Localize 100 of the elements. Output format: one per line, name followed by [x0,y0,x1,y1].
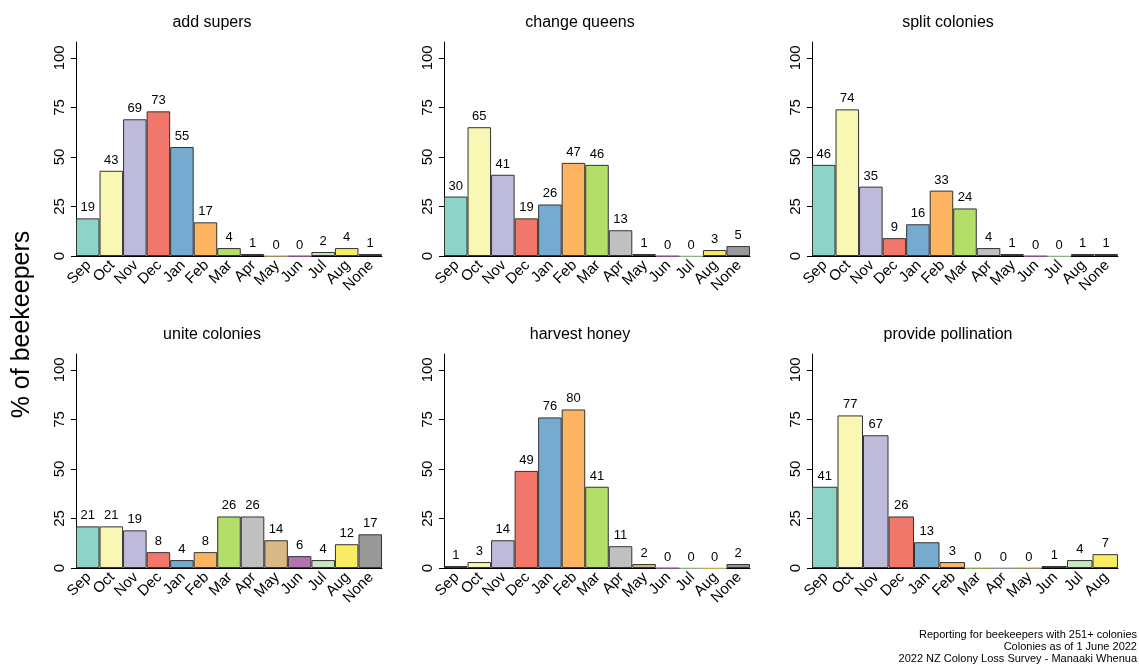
chart-title: split colonies [902,12,994,30]
y-tick-label: 0 [50,251,67,261]
y-tick-label: 0 [786,251,803,261]
data-label: 17 [198,203,213,219]
data-label: 21 [80,507,95,523]
y-tick-label: 50 [786,148,803,166]
data-label: 26 [245,497,260,513]
data-label: 73 [151,92,166,108]
data-label: 17 [363,515,378,531]
data-label: 76 [542,398,558,414]
bar [726,564,750,568]
data-label: 7 [1101,535,1109,551]
y-tick-label: 75 [50,99,67,116]
y-axis-title: % of beekeepers [5,229,35,421]
data-label: 19 [519,199,534,215]
data-label: 1 [248,235,257,251]
y-tick-label: 50 [418,460,435,478]
data-label: 0 [664,236,672,252]
data-label: 6 [296,537,304,553]
y-tick-label: 75 [50,411,67,428]
data-label: 46 [816,145,831,161]
data-label: 74 [840,90,855,106]
y-tick-label: 100 [418,357,435,383]
data-label: 47 [566,143,581,159]
data-label: 80 [566,390,581,406]
y-tick-label: 75 [418,411,435,428]
data-label: 41 [495,155,511,171]
data-label: 2 [640,545,648,561]
y-tick-label: 75 [786,99,803,116]
chart-title: provide pollination [883,324,1013,342]
data-label: 0 [1055,236,1063,252]
y-tick-label: 75 [418,99,435,116]
data-label: 4 [984,229,993,245]
y-tick-label: 25 [786,198,803,215]
data-label: 1 [640,235,648,251]
x-tick-label: Jul [1060,567,1086,594]
data-label: 0 [1032,236,1040,252]
data-label: 0 [296,236,304,252]
y-tick-label: 100 [50,357,67,383]
data-label: 8 [201,533,210,549]
data-label: 1 [1008,235,1016,251]
data-label: 3 [948,543,956,559]
y-tick-label: 100 [418,45,435,71]
y-tick-label: 50 [418,148,435,166]
data-label: 4 [319,541,327,557]
data-label: 1 [1102,235,1110,251]
y-tick-label: 25 [418,510,435,527]
data-label: 3 [711,231,719,247]
chart-title: harvest honey [529,324,631,342]
data-label: 19 [127,511,143,527]
data-label: 11 [613,527,628,543]
data-label: 19 [80,199,95,215]
y-tick-label: 0 [50,563,67,573]
chart-title: add supers [172,12,252,30]
data-label: 4 [343,229,351,245]
data-label: 65 [472,108,487,124]
y-tick-label: 75 [786,411,803,428]
data-label: 0 [711,548,719,564]
y-tick-label: 50 [786,460,803,478]
data-label: 12 [339,525,354,541]
data-label: 21 [104,507,119,523]
data-label: 9 [890,219,898,235]
x-tick-label: Jun [1031,567,1061,598]
data-label: 33 [934,171,949,187]
data-label: 69 [127,100,143,116]
data-label: 5 [734,227,742,243]
data-label: 0 [687,236,695,252]
data-label: 0 [1025,548,1033,564]
data-label: 26 [542,185,558,201]
y-tick-label: 0 [418,251,435,261]
data-label: 1 [1050,547,1058,563]
data-label: 35 [863,167,879,183]
text: Colonies as of 1 June 2022 [1002,640,1137,652]
data-label: 2 [319,233,327,249]
data-label: 26 [221,497,237,513]
data-label: 0 [687,548,695,564]
data-label: 41 [589,467,605,483]
data-label: 67 [868,416,883,432]
data-label: 1 [366,235,374,251]
data-label: 0 [272,236,280,252]
data-label: 4 [1076,541,1084,557]
y-tick-label: 25 [786,510,803,527]
data-label: 0 [974,548,982,564]
data-label: 26 [894,497,909,513]
y-tick-label: 50 [50,148,67,166]
chart-title: unite colonies [163,324,261,342]
data-label: 3 [475,543,483,559]
y-tick-label: 25 [50,198,67,215]
y-tick-label: 100 [50,45,67,71]
data-label: 2 [734,545,742,561]
text: 2022 NZ Colony Loss Survey - Manaaki Whenua [898,652,1137,664]
data-label: 16 [910,205,926,221]
text: Reporting for beekeepers with 251+ colonies [918,628,1137,640]
y-tick-label: 100 [786,45,803,71]
y-tick-label: 0 [418,563,435,573]
data-label: 30 [448,177,463,193]
data-label: 4 [225,229,233,245]
y-tick-label: 25 [50,510,67,527]
data-label: 1 [1079,235,1087,251]
data-label: 0 [999,548,1007,564]
